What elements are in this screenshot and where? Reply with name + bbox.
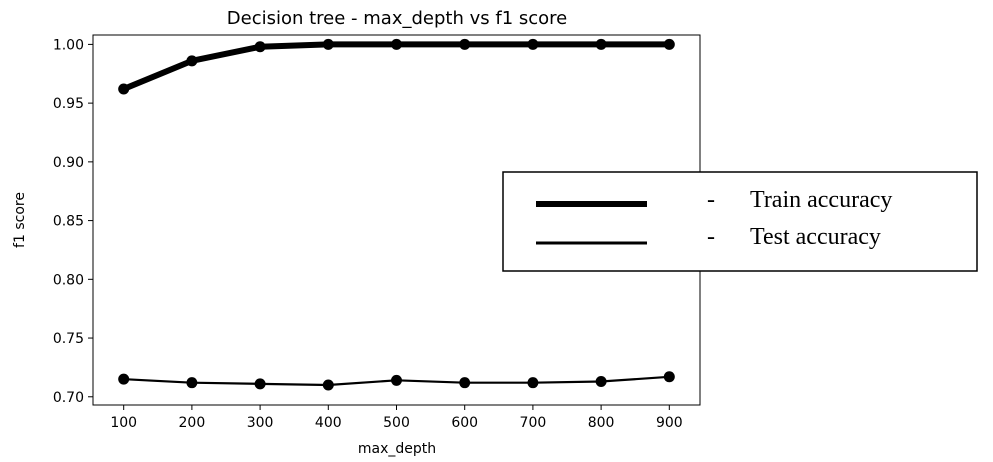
legend-box	[502, 171, 978, 272]
data-point-test	[186, 377, 198, 389]
x-axis-label: max_depth	[358, 441, 436, 457]
data-point-train	[391, 38, 402, 50]
y-tick-label: 0.90	[53, 155, 84, 171]
data-point-test	[322, 379, 334, 391]
data-point-train	[527, 38, 539, 50]
x-tick-label: 500	[383, 415, 410, 431]
data-point-test	[527, 377, 539, 389]
legend-label-test: Test accuracy	[750, 224, 881, 250]
x-axis: 100 200 300 400 500 600 700 800 900	[110, 405, 683, 431]
legend-separator-test: -	[707, 224, 715, 250]
y-tick-label: 1.00	[53, 37, 84, 53]
data-point-test	[459, 377, 471, 389]
data-point-train	[254, 41, 266, 53]
y-axis-label: f1 score	[12, 192, 28, 248]
legend-separator-train: -	[707, 187, 715, 213]
y-tick-label: 0.70	[53, 390, 84, 406]
x-tick-label: 200	[179, 415, 206, 431]
data-point-test	[663, 371, 675, 383]
data-point-test	[391, 374, 402, 386]
data-point-test	[118, 373, 130, 385]
data-point-test	[254, 378, 266, 390]
series-line-train	[122, 41, 670, 92]
data-point-train	[118, 83, 130, 95]
y-tick-label: 0.85	[53, 214, 84, 230]
x-tick-label: 400	[315, 415, 342, 431]
series-layer	[118, 38, 675, 391]
x-tick-label: 100	[110, 415, 137, 431]
x-tick-label: 300	[247, 415, 274, 431]
data-point-train	[595, 38, 607, 50]
x-tick-label: 700	[520, 415, 547, 431]
data-point-train	[663, 38, 675, 50]
y-axis: 0.70 0.75 0.80 0.85 0.90 0.95 1.00	[53, 37, 93, 406]
data-point-train	[322, 38, 334, 50]
x-tick-label: 600	[451, 415, 478, 431]
data-point-train	[186, 55, 198, 67]
legend: - Train accuracy - Test accuracy	[502, 171, 978, 272]
legend-label-train: Train accuracy	[750, 187, 892, 213]
data-point-train	[459, 38, 471, 50]
x-tick-label: 800	[588, 415, 615, 431]
y-tick-label: 0.80	[53, 272, 84, 288]
x-tick-label: 900	[656, 415, 683, 431]
chart-title: Decision tree - max_depth vs f1 score	[227, 8, 567, 29]
y-tick-label: 0.75	[53, 331, 84, 347]
y-tick-label: 0.95	[53, 96, 84, 112]
data-point-test	[595, 376, 607, 388]
